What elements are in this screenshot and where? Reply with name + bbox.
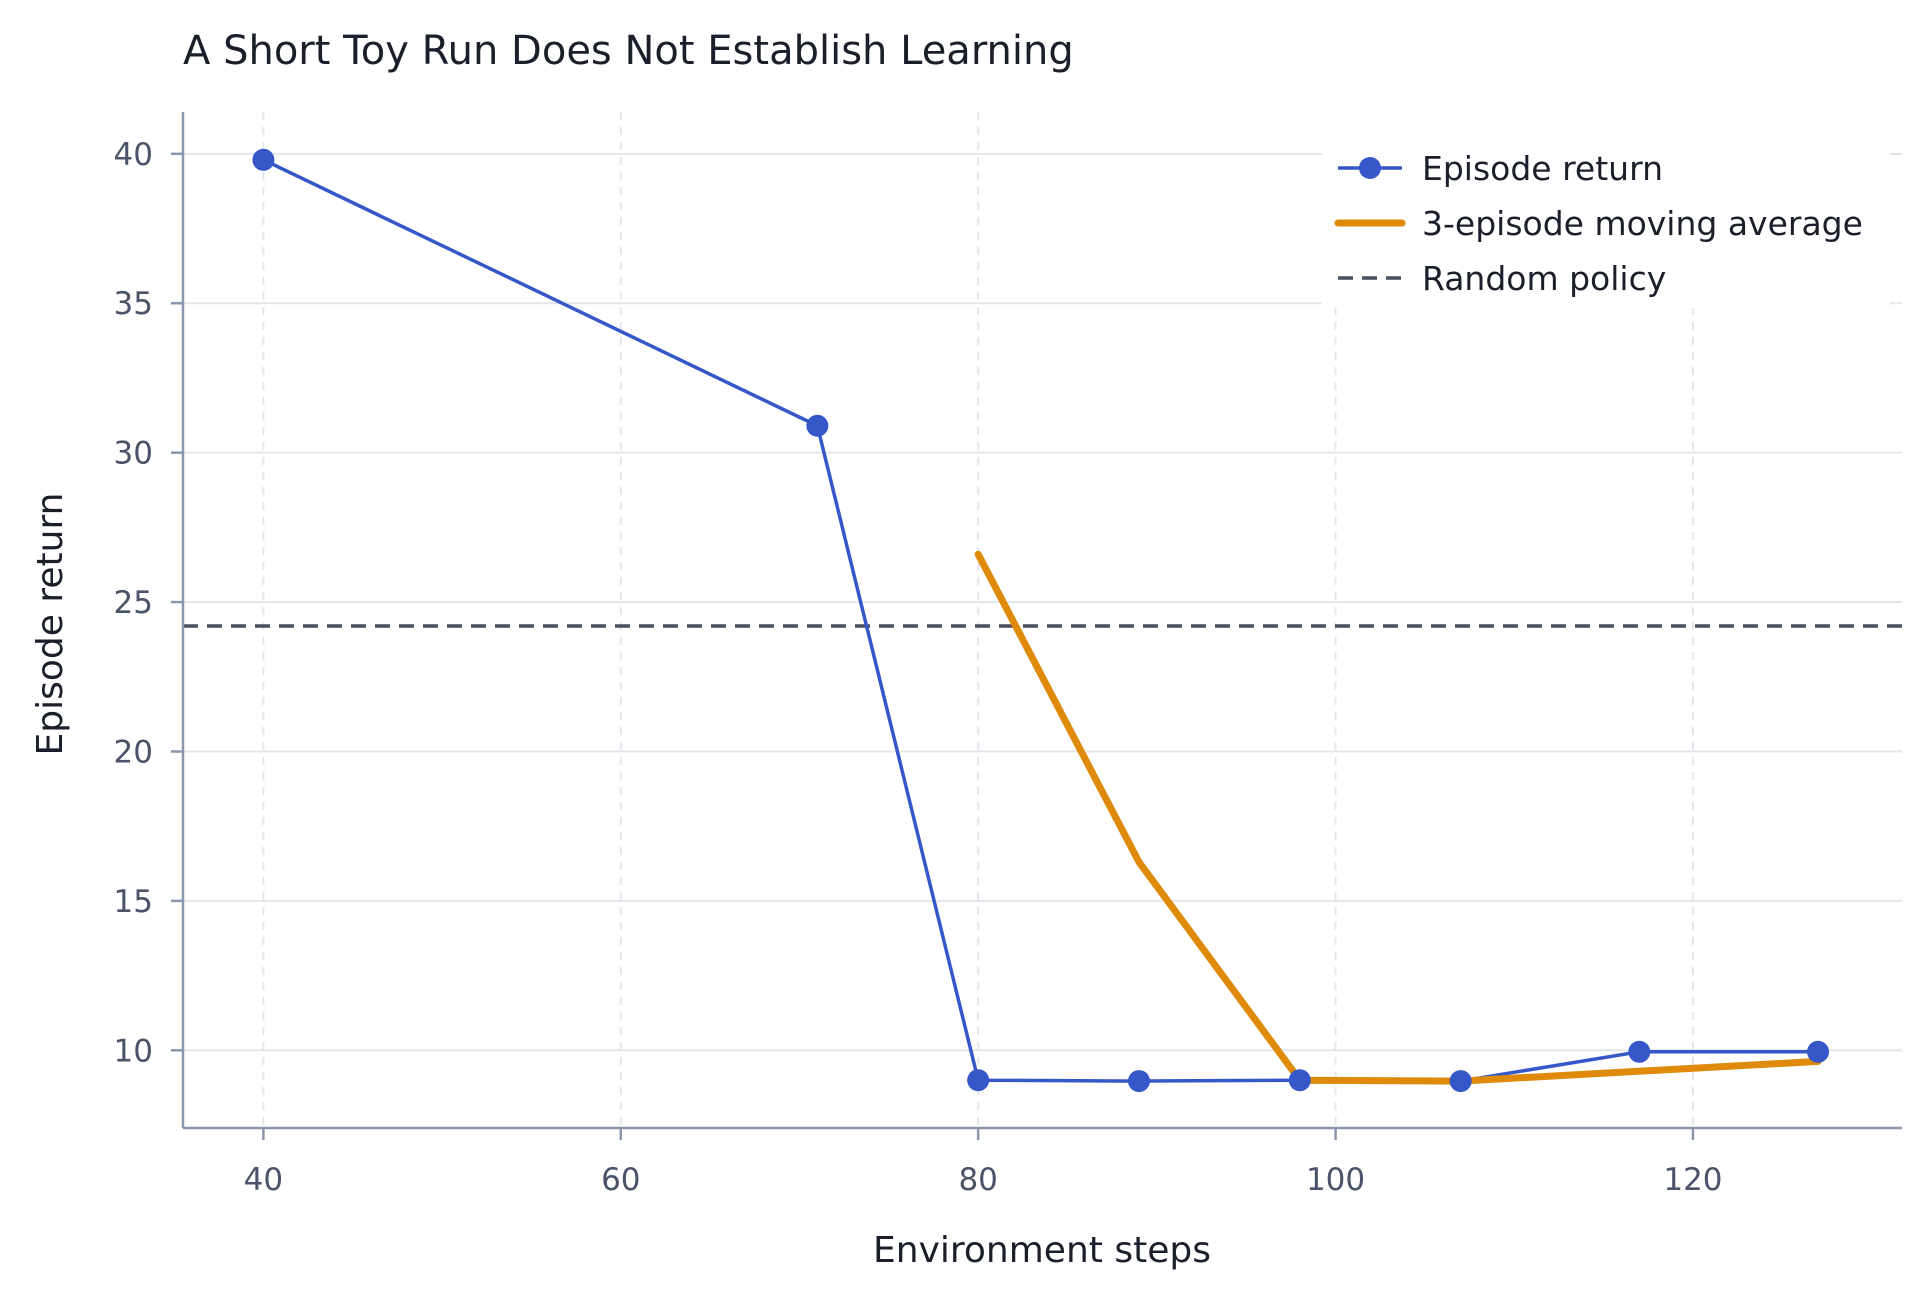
legend-swatch-marker-0 <box>1359 157 1381 179</box>
episode-return-point-3 <box>1127 1070 1150 1093</box>
x-tick-label-120: 120 <box>1663 1162 1722 1198</box>
episode-return-point-1 <box>806 414 829 437</box>
legend-label-1: 3-episode moving average <box>1422 204 1863 243</box>
axes <box>171 112 1902 1140</box>
episode-return-line <box>262 158 1819 1083</box>
episode-return-point-2 <box>967 1069 990 1092</box>
legend-label-2: Random policy <box>1422 259 1666 298</box>
x-tick-label-60: 60 <box>601 1162 640 1198</box>
y-tick-label-10: 10 <box>114 1033 153 1069</box>
episode-return-point-6 <box>1628 1040 1651 1063</box>
y-tick-label-35: 35 <box>114 286 153 322</box>
series-layer <box>252 148 1830 1093</box>
legend-label-0: Episode return <box>1422 149 1663 188</box>
legend-background <box>1322 108 1890 308</box>
y-tick-label-15: 15 <box>114 884 153 920</box>
x-tick-label-40: 40 <box>244 1162 283 1198</box>
chart-title: A Short Toy Run Does Not Establish Learn… <box>183 28 1074 74</box>
episode-return-point-4 <box>1288 1069 1311 1092</box>
y-axis-label: Episode return <box>30 493 71 756</box>
episode-return-point-7 <box>1807 1040 1830 1063</box>
episode-return-point-0 <box>252 148 275 171</box>
y-tick-label-20: 20 <box>114 734 153 770</box>
y-tick-label-40: 40 <box>114 137 153 173</box>
episode-return-point-5 <box>1449 1070 1472 1093</box>
y-tick-label-30: 30 <box>114 436 153 472</box>
x-tick-label-100: 100 <box>1306 1162 1365 1198</box>
tick-labels: 10 15 20 25 30 35 40 40 60 80 100 120 <box>114 137 1723 1198</box>
x-axis-label: Environment steps <box>873 1230 1211 1271</box>
x-tick-label-80: 80 <box>958 1162 997 1198</box>
legend: Episode return 3-episode moving average Ra… <box>1322 108 1890 308</box>
y-tick-label-25: 25 <box>114 585 153 621</box>
